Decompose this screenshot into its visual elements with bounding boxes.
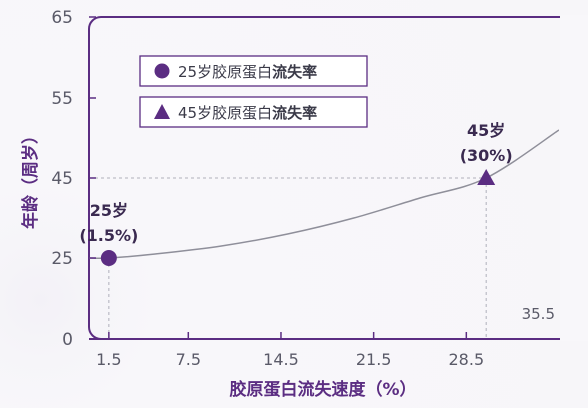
trend-curve (89, 129, 559, 260)
legend-label-plain: 45岁胶原蛋白 (178, 104, 272, 122)
y-tick-label: 65 (51, 8, 73, 28)
x-tick-label: 7.5 (176, 350, 201, 369)
x-tick-label: 1.5 (96, 350, 121, 369)
y-tick-label: 0 (62, 330, 73, 350)
x-end-label: 35.5 (522, 305, 555, 323)
x-tick-label: 21.5 (356, 350, 392, 369)
legend-box (139, 96, 368, 128)
legend-label-plain: 25岁胶原蛋白 (178, 63, 272, 81)
marker-triangle (477, 169, 496, 185)
x-tick-label: 28.5 (449, 350, 485, 369)
markers: 25岁 (1.5%) 45岁 (30%) (79, 121, 513, 266)
legend-label-bold: 流失率 (272, 63, 317, 81)
marker-label-age: 25岁 (90, 201, 128, 220)
legend-label: 25岁胶原蛋白流失率 (178, 63, 317, 81)
curve-layer (89, 129, 559, 260)
x-tick-label: 14.5 (263, 350, 299, 369)
y-tick-label: 55 (51, 89, 73, 109)
legend-box (139, 55, 368, 87)
marker-label-age: 45岁 (467, 121, 505, 140)
legend-label: 45岁胶原蛋白流失率 (178, 104, 317, 122)
marker-label-rate: (1.5%) (79, 226, 138, 245)
plot-border-mask (560, 15, 588, 341)
plot-frame (88, 15, 588, 341)
x-axis-label: 胶原蛋白流失速度（%） (229, 379, 416, 400)
legend-label-bold: 流失率 (272, 104, 317, 122)
guide-lines (89, 177, 487, 339)
marker-circle (100, 250, 117, 266)
axis-ticks: 0 25 45 55 65 1.5 7.5 14.5 21.5 28.5 35.5 (51, 8, 555, 369)
legend-marker-circle (154, 63, 170, 79)
y-axis-label: 年龄（周岁） (20, 127, 41, 229)
y-tick-label: 45 (51, 169, 73, 189)
legend-marker-triangle (154, 104, 170, 119)
marker-label-rate: (30%) (460, 146, 513, 165)
y-tick-label: 25 (51, 249, 73, 269)
